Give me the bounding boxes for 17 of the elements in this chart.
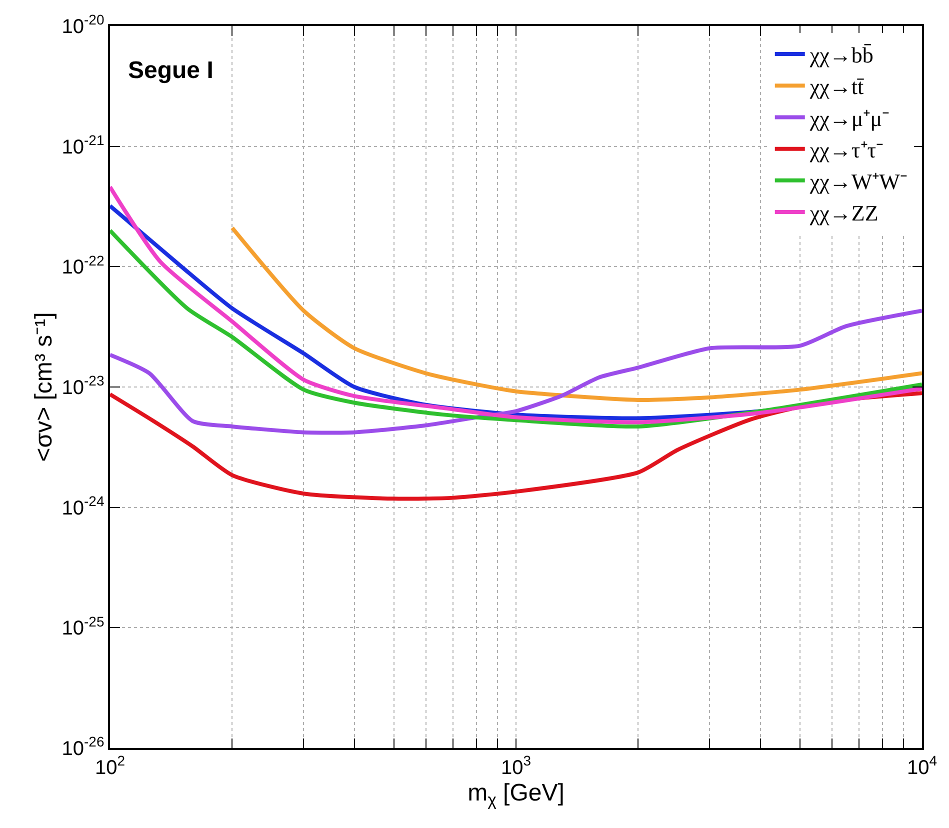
x-tick-label: 10$^{4}$ [906, 752, 938, 779]
x-tick-label: 10$^{3}$ [500, 752, 532, 779]
y-tick-label: 10$^{-21}$ [62, 132, 104, 158]
legend-label: χχ→μ⁺μ⁻ [808, 106, 890, 131]
legend-label: χχ→tt̄ [808, 74, 864, 100]
y-tick-label: 10$^{-23}$ [62, 372, 104, 399]
y-tick-label: 10$^{-20}$ [62, 12, 104, 38]
y-axis-title: <σv> [cm³ s⁻¹] [30, 312, 58, 462]
legend-label: χχ→bb̄ [808, 42, 874, 68]
legend-label: χχ→W⁺W⁻ [808, 169, 907, 194]
annotation: Segue I [128, 57, 214, 84]
y-tick-label: 10$^{-22}$ [62, 252, 104, 279]
x-axis-title: m$_{χ}$ [GeV] [468, 780, 564, 810]
y-tick-label: 10$^{-24}$ [62, 492, 104, 520]
y-tick-label: 10$^{-25}$ [62, 613, 104, 640]
legend-label: χχ→τ⁺τ⁻ [808, 137, 884, 162]
legend-label: χχ→ZZ [808, 200, 878, 226]
